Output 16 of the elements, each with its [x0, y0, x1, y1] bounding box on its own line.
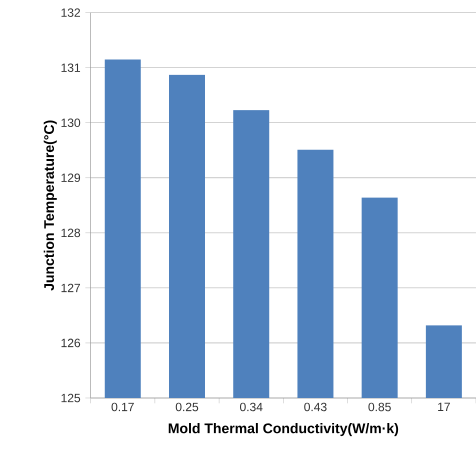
x-axis-title: Mold Thermal Conductivity(W/m·k) — [168, 423, 398, 436]
y-tick-label: 130 — [62, 118, 80, 128]
x-tick-label: 0.85 — [368, 402, 391, 412]
y-tick-label: 128 — [62, 228, 80, 238]
x-tick-label: 0.25 — [176, 402, 198, 412]
y-tick-label: 126 — [62, 338, 80, 348]
y-tick-label: 129 — [62, 174, 80, 182]
y-tick-label: 127 — [62, 284, 80, 292]
y-tick-label: 125 — [62, 394, 80, 402]
y-tick-label: 132 — [62, 8, 80, 17]
x-tick-label: 0.34 — [240, 402, 263, 412]
x-tick-label: 17 — [438, 402, 450, 411]
x-tick-label: 0.43 — [304, 402, 327, 412]
y-axis-title: Junction Temperature(°C) — [44, 120, 57, 291]
y-tick-label: 131 — [62, 63, 80, 72]
x-tick-label: 0.17 — [112, 402, 134, 412]
